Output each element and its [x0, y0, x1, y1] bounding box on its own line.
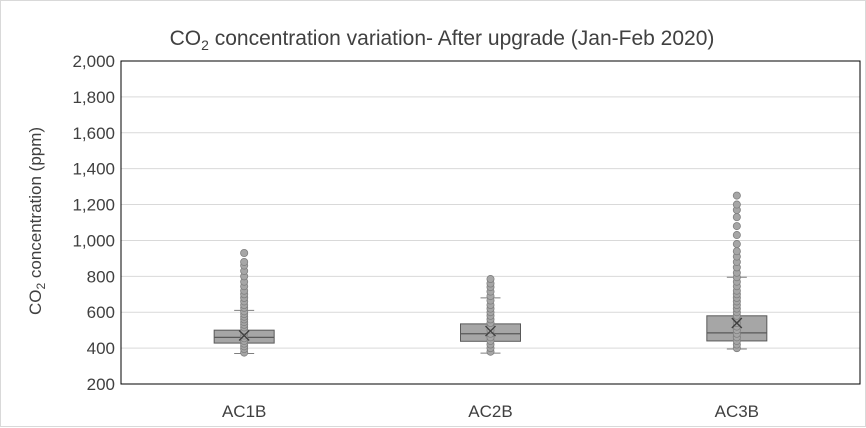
y-tick-label: 600 — [87, 303, 115, 322]
y-axis-title-prefix: CO — [26, 290, 45, 316]
box-ac3b — [706, 191, 768, 353]
chart-title-prefix: CO — [170, 27, 202, 50]
chart-title-suffix: concentration variation- After upgrade (… — [209, 27, 714, 50]
box-series — [213, 191, 768, 357]
y-tick-label: 1,800 — [72, 88, 115, 107]
mean-marker — [238, 330, 250, 342]
mean-marker — [731, 317, 743, 329]
y-tick-label: 200 — [87, 375, 115, 394]
x-axis-category-labels: AC1B AC2B AC3B — [222, 402, 759, 421]
y-tick-label: 1,600 — [72, 124, 115, 143]
y-axis-title-suffix: concentration (ppm) — [26, 127, 45, 283]
x-category-label: AC1B — [222, 402, 266, 421]
plot-area-frame — [120, 60, 861, 385]
chart-title-subscript: 2 — [201, 37, 209, 53]
y-tick-label: 400 — [87, 339, 115, 358]
mean-marker — [485, 325, 496, 337]
x-category-label: AC3B — [715, 402, 759, 421]
chart-title: CO2 concentration variation- After upgra… — [170, 27, 715, 53]
data-point — [732, 191, 741, 200]
data-point — [732, 247, 741, 256]
y-tick-label: 1,400 — [72, 160, 115, 179]
y-tick-label: 2,000 — [72, 52, 115, 71]
y-tick-label: 1,200 — [72, 196, 115, 215]
data-point — [486, 275, 495, 284]
x-category-label: AC2B — [468, 402, 512, 421]
y-axis-tick-labels: 200 400 600 800 1,000 1,200 1,400 1,600 1,800 2,0… — [72, 52, 115, 394]
box-ac2b — [460, 275, 521, 356]
y-axis-title: CO2 concentration (ppm) — [26, 127, 48, 315]
data-point — [732, 222, 741, 231]
data-point — [240, 257, 249, 266]
y-tick-label: 1,000 — [72, 231, 115, 250]
y-tick-label: 800 — [87, 267, 115, 286]
data-point — [732, 231, 741, 240]
y-axis-title-subscript: 2 — [34, 283, 48, 290]
data-point — [732, 200, 741, 209]
box-ac1b — [213, 249, 275, 357]
data-point — [732, 213, 741, 222]
data-point — [240, 249, 249, 258]
data-point — [732, 240, 741, 249]
